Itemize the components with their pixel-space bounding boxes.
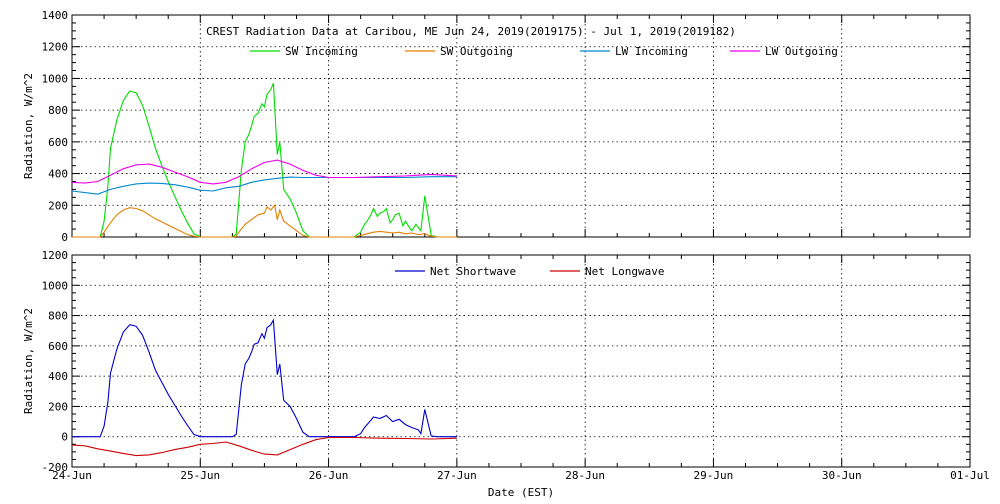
legend-entry: LW Incoming [615,45,688,58]
y-tick-label: 400 [48,168,68,181]
legend-entry: LW Outgoing [765,45,838,58]
series-line-lw-incoming [71,176,457,195]
y-tick-label: 0 [61,231,68,244]
x-tick-label: 27-Jun [437,469,477,482]
y-tick-label: 1200 [42,249,69,262]
legend-entry: Net Shortwave [430,265,516,278]
x-tick-label: 25-Jun [180,469,220,482]
y-tick-label: 1400 [42,9,69,22]
y-tick-label: 600 [48,136,68,149]
chart-title: CREST Radiation Data at Caribou, ME Jun … [206,25,736,38]
series-line-net-shortwave [72,318,457,438]
plot-frame [71,254,971,468]
y-tick-label: 1000 [42,279,69,292]
x-tick-label: 30-Jun [822,469,862,482]
y-tick-label: 1000 [42,72,69,85]
y-axis-label: Radiation, W/m^2 [22,73,35,179]
x-tick-label: 24-Jun [52,469,92,482]
y-tick-label: 600 [48,340,68,353]
x-tick-label: 26-Jun [309,469,349,482]
series-line-lw-outgoing [71,159,457,185]
y-tick-label: 400 [48,370,68,383]
x-tick-label: 01-Jul [950,469,990,482]
series-line-net-longwave [71,436,457,457]
x-tick-label: 28-Jun [565,469,605,482]
y-tick-label: 0 [61,431,68,444]
series-line-sw-incoming [72,82,457,238]
series-line-sw-outgoing [72,204,457,238]
x-tick-label: 29-Jun [694,469,734,482]
legend-entry: SW Outgoing [440,45,513,58]
y-tick-label: -200 [42,461,69,474]
y-axis-label: Radiation, W/m^2 [22,308,35,414]
y-tick-label: 200 [48,199,68,212]
legend-entry: SW Incoming [285,45,358,58]
y-tick-label: 800 [48,104,68,117]
y-tick-label: 200 [48,400,68,413]
y-tick-label: 800 [48,310,68,323]
x-axis-label: Date (EST) [488,486,554,499]
y-tick-label: 1200 [42,41,69,54]
legend-entry: Net Longwave [585,265,664,278]
